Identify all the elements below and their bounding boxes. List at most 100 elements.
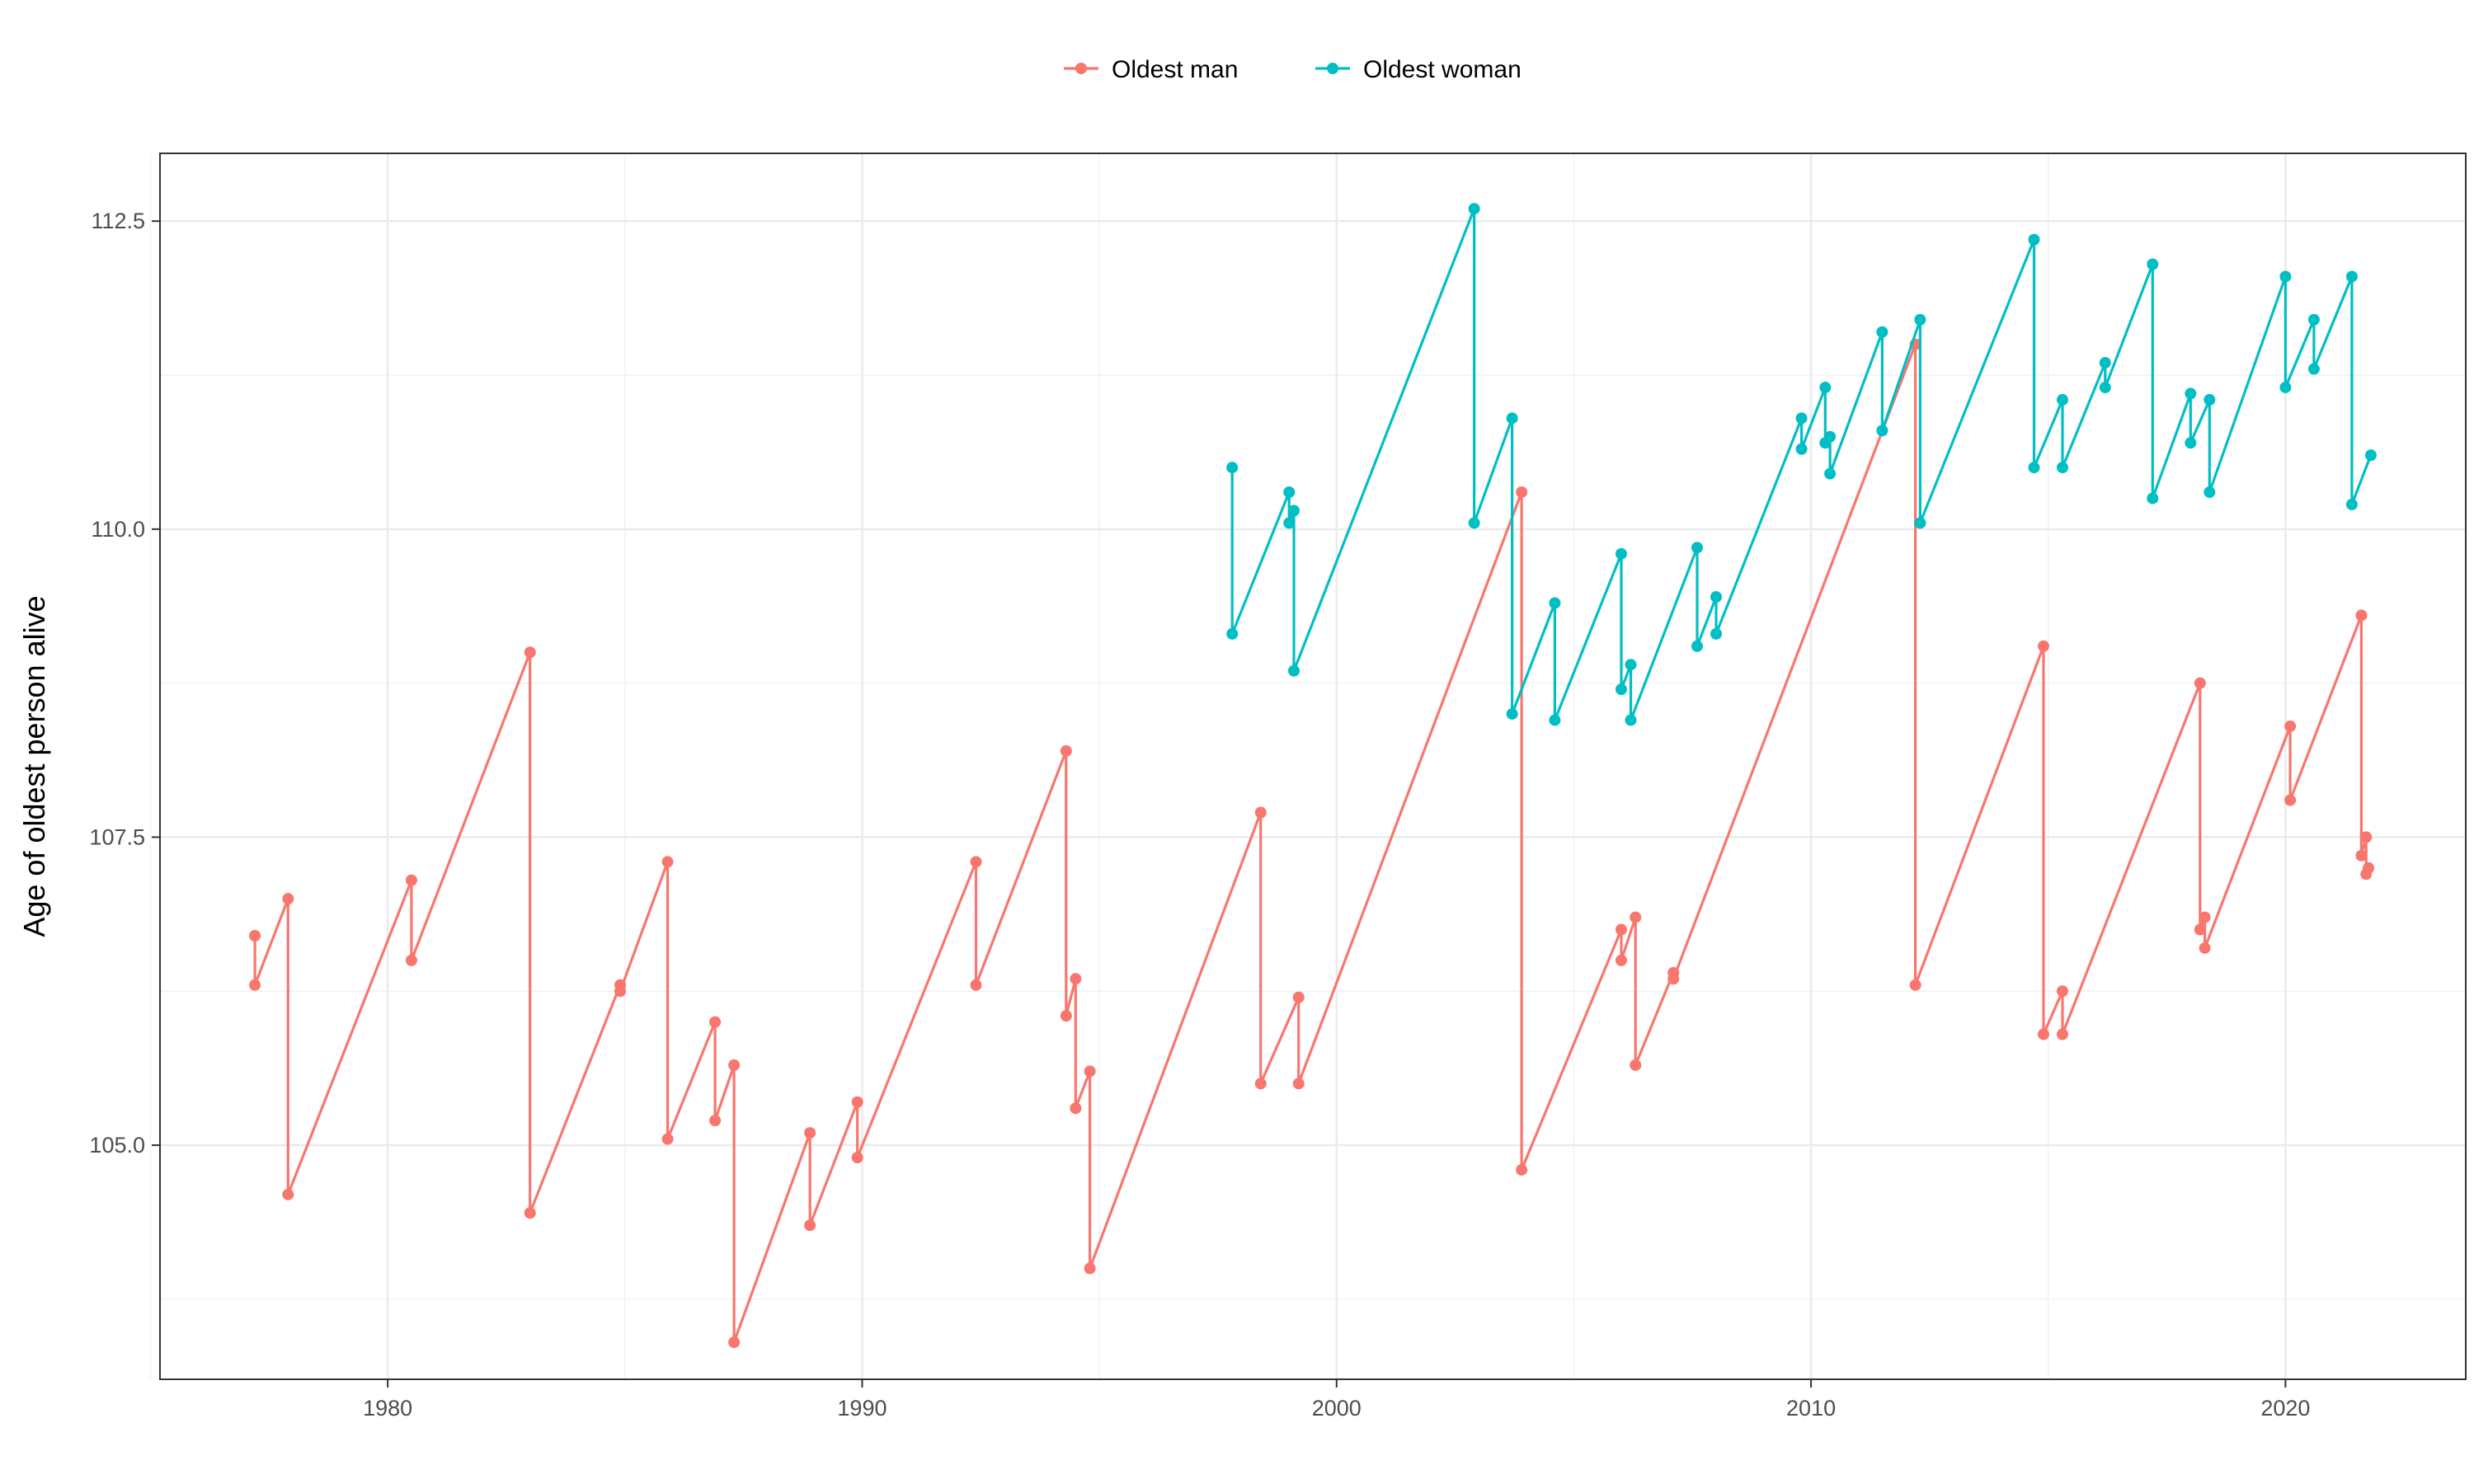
- data-point: [2056, 985, 2068, 998]
- data-point: [1691, 542, 1703, 554]
- data-point: [2363, 862, 2375, 874]
- x-tick-label: 2020: [2260, 1396, 2310, 1421]
- data-point: [1625, 659, 1637, 671]
- data-point: [2345, 270, 2358, 283]
- data-point: [1070, 1102, 1082, 1115]
- data-point: [851, 1151, 863, 1163]
- data-point: [804, 1127, 816, 1139]
- data-point: [282, 1188, 294, 1200]
- data-point: [970, 979, 982, 991]
- data-point: [709, 1115, 722, 1127]
- data-point: [2355, 609, 2368, 622]
- data-point: [1625, 714, 1637, 726]
- data-point: [1876, 425, 1888, 437]
- data-point: [1795, 412, 1808, 425]
- data-point: [1914, 517, 1926, 529]
- data-point: [2037, 640, 2049, 652]
- data-point: [1824, 467, 1837, 480]
- data-point: [2279, 381, 2292, 393]
- data-point: [614, 985, 627, 998]
- data-point: [2056, 393, 2068, 406]
- plot-panel-border: [159, 153, 2467, 1380]
- legend-label: Oldest man: [1112, 56, 1238, 83]
- data-point: [1909, 979, 1921, 991]
- y-tick-label: 105.0: [89, 1133, 145, 1158]
- data-point: [405, 874, 417, 886]
- data-point: [1254, 806, 1267, 819]
- data-point: [1819, 381, 1832, 393]
- data-point: [2028, 462, 2040, 474]
- data-point: [709, 1016, 722, 1028]
- data-point: [728, 1336, 741, 1349]
- data-point: [524, 1207, 536, 1219]
- series-oldest-woman: [1226, 203, 2377, 726]
- data-point: [1283, 517, 1296, 529]
- data-point: [1283, 486, 1296, 498]
- y-axis-title: Age of oldest person alive: [17, 595, 51, 937]
- data-point: [524, 646, 536, 659]
- data-point: [1795, 443, 1808, 455]
- data-point: [2037, 1028, 2049, 1040]
- data-point: [2185, 387, 2197, 400]
- data-point: [2147, 492, 2159, 505]
- x-tick-label: 2000: [1312, 1396, 1362, 1421]
- y-tick-label: 112.5: [91, 209, 145, 233]
- data-point: [405, 954, 417, 966]
- data-point: [2307, 363, 2320, 375]
- series-oldest-man: [249, 338, 2375, 1349]
- data-point: [282, 893, 294, 905]
- axes: 1980 1990 2000 2010 2020 105.0 107.5 110.0 112.5: [89, 209, 2310, 1421]
- data-point: [2147, 258, 2159, 270]
- data-point: [1506, 707, 1518, 720]
- data-point: [1516, 486, 1528, 498]
- data-point: [1710, 591, 1723, 603]
- data-point: [1549, 597, 1561, 609]
- data-point: [661, 856, 674, 868]
- data-point: [2194, 677, 2206, 689]
- x-tick-label: 2010: [1786, 1396, 1836, 1421]
- data-point: [2355, 849, 2368, 862]
- data-point: [804, 1219, 816, 1232]
- data-point: [1615, 923, 1627, 936]
- data-point: [1084, 1262, 1096, 1275]
- data-point: [1615, 683, 1627, 696]
- y-tick-label: 110.0: [91, 517, 145, 542]
- data-point: [2099, 357, 2111, 369]
- data-point: [1615, 547, 1627, 560]
- data-point: [1468, 517, 1480, 529]
- data-point: [2284, 720, 2297, 732]
- legend-item: Oldest woman: [1315, 56, 1522, 83]
- legend-key-point: [1327, 63, 1338, 74]
- data-point: [1226, 462, 1239, 474]
- data-point: [970, 856, 982, 868]
- data-point: [1292, 1078, 1305, 1090]
- data-point: [2199, 942, 2211, 954]
- data-point: [1226, 627, 1239, 640]
- data-point: [661, 1133, 674, 1145]
- data-point: [1070, 973, 1082, 985]
- data-point: [1615, 954, 1627, 966]
- legend: Oldest man Oldest woman: [1064, 56, 1522, 83]
- x-tick-label: 1990: [837, 1396, 887, 1421]
- data-point: [2199, 911, 2211, 923]
- data-point: [1287, 665, 1300, 677]
- data-point: [1287, 505, 1300, 517]
- x-tick-label: 1980: [363, 1396, 412, 1421]
- legend-label: Oldest woman: [1363, 56, 1522, 83]
- y-tick-label: 107.5: [89, 824, 145, 849]
- data-point: [2364, 449, 2377, 462]
- data-point: [2028, 233, 2040, 246]
- data-point: [1667, 973, 1680, 985]
- data-point: [1516, 1163, 1528, 1176]
- data-point: [2284, 794, 2297, 806]
- data-point: [1549, 714, 1561, 726]
- data-point: [2056, 462, 2068, 474]
- data-point: [1060, 744, 1072, 757]
- data-point: [2185, 437, 2197, 449]
- data-point: [1060, 1010, 1072, 1022]
- data-point: [2307, 313, 2320, 326]
- data-point: [249, 979, 261, 991]
- series-layer: [249, 203, 2377, 1349]
